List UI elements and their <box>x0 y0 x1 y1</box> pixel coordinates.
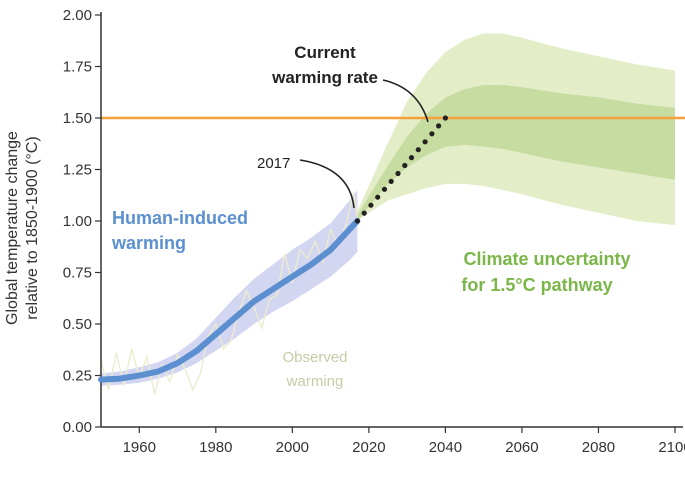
current-rate-dot <box>381 186 388 192</box>
human-induced-label-2: warming <box>111 233 186 253</box>
uncertainty-label-2: for 1.5°C pathway <box>461 275 612 295</box>
y-tick-label: 0.50 <box>63 316 92 333</box>
x-tick-label: 2000 <box>276 439 309 456</box>
y-tick-label: 0.75 <box>63 265 92 282</box>
current-rate-dot <box>402 162 408 169</box>
y-tick-label-threshold: 1.50 <box>63 110 92 127</box>
year-2017-leader-line <box>299 159 355 209</box>
observed-warming-series <box>100 192 359 395</box>
y-tick-label: 2.00 <box>63 7 92 24</box>
current-rate-dot <box>361 210 367 216</box>
x-tick-label: 2020 <box>352 439 385 456</box>
y-tick-label: 1.00 <box>63 213 92 230</box>
x-tick-label: 1980 <box>199 439 232 456</box>
x-tick-label: 2040 <box>429 439 462 456</box>
observed-warming-line <box>100 192 359 395</box>
year-2017-label: 2017 <box>257 155 290 172</box>
y-tick-label: 1.75 <box>63 59 92 76</box>
y-tick-label: 1.25 <box>63 162 92 179</box>
tick-labels: 0.00 0.25 0.50 0.75 1.00 1.25 1.50 1.75 2.00 1960… <box>63 7 685 456</box>
current-rate-dot <box>375 194 381 200</box>
current-rate-dot <box>422 139 428 145</box>
current-rate-leader-line <box>382 79 429 123</box>
x-tick-label: 1960 <box>123 439 156 456</box>
human-induced-band <box>101 190 358 386</box>
x-tick-label: 2100 <box>658 439 685 456</box>
human-induced-label-1: Human-induced <box>112 208 248 228</box>
current-rate-dot <box>436 123 442 129</box>
current-rate-dot <box>354 218 360 224</box>
current-rate-dot <box>429 131 435 137</box>
axes <box>95 12 683 433</box>
y-tick-label: 0.25 <box>63 368 92 385</box>
y-axis-title-line-2: relative to 1850-1900 (°C) <box>24 136 41 319</box>
human-induced-warming-line <box>98 218 361 383</box>
y-tick-label: 0.00 <box>63 419 92 436</box>
x-tick-label: 2060 <box>505 439 538 456</box>
x-tick-label: 2080 <box>582 439 615 456</box>
y-axis-title: Global temperature change relative to 18… <box>4 131 41 325</box>
y-axis-title-line-1: Global temperature change <box>4 131 21 325</box>
observed-label-1: Observed <box>282 349 347 366</box>
current-rate-dot <box>368 202 374 208</box>
current-rate-dot <box>442 115 448 121</box>
current-rate-dot <box>388 178 394 184</box>
current-rate-label-1: Current <box>294 43 356 62</box>
annotations: Current warming rate 2017 Human-induced … <box>111 43 631 390</box>
current-rate-label-2: warming rate <box>271 68 378 87</box>
observed-label-2: warming <box>286 373 344 390</box>
data-series <box>98 115 448 383</box>
current-rate-dot <box>395 170 401 177</box>
current-rate-dot <box>408 155 415 161</box>
uncertainty-label-1: Climate uncertainty <box>463 249 630 269</box>
current-rate-dot <box>415 147 421 153</box>
